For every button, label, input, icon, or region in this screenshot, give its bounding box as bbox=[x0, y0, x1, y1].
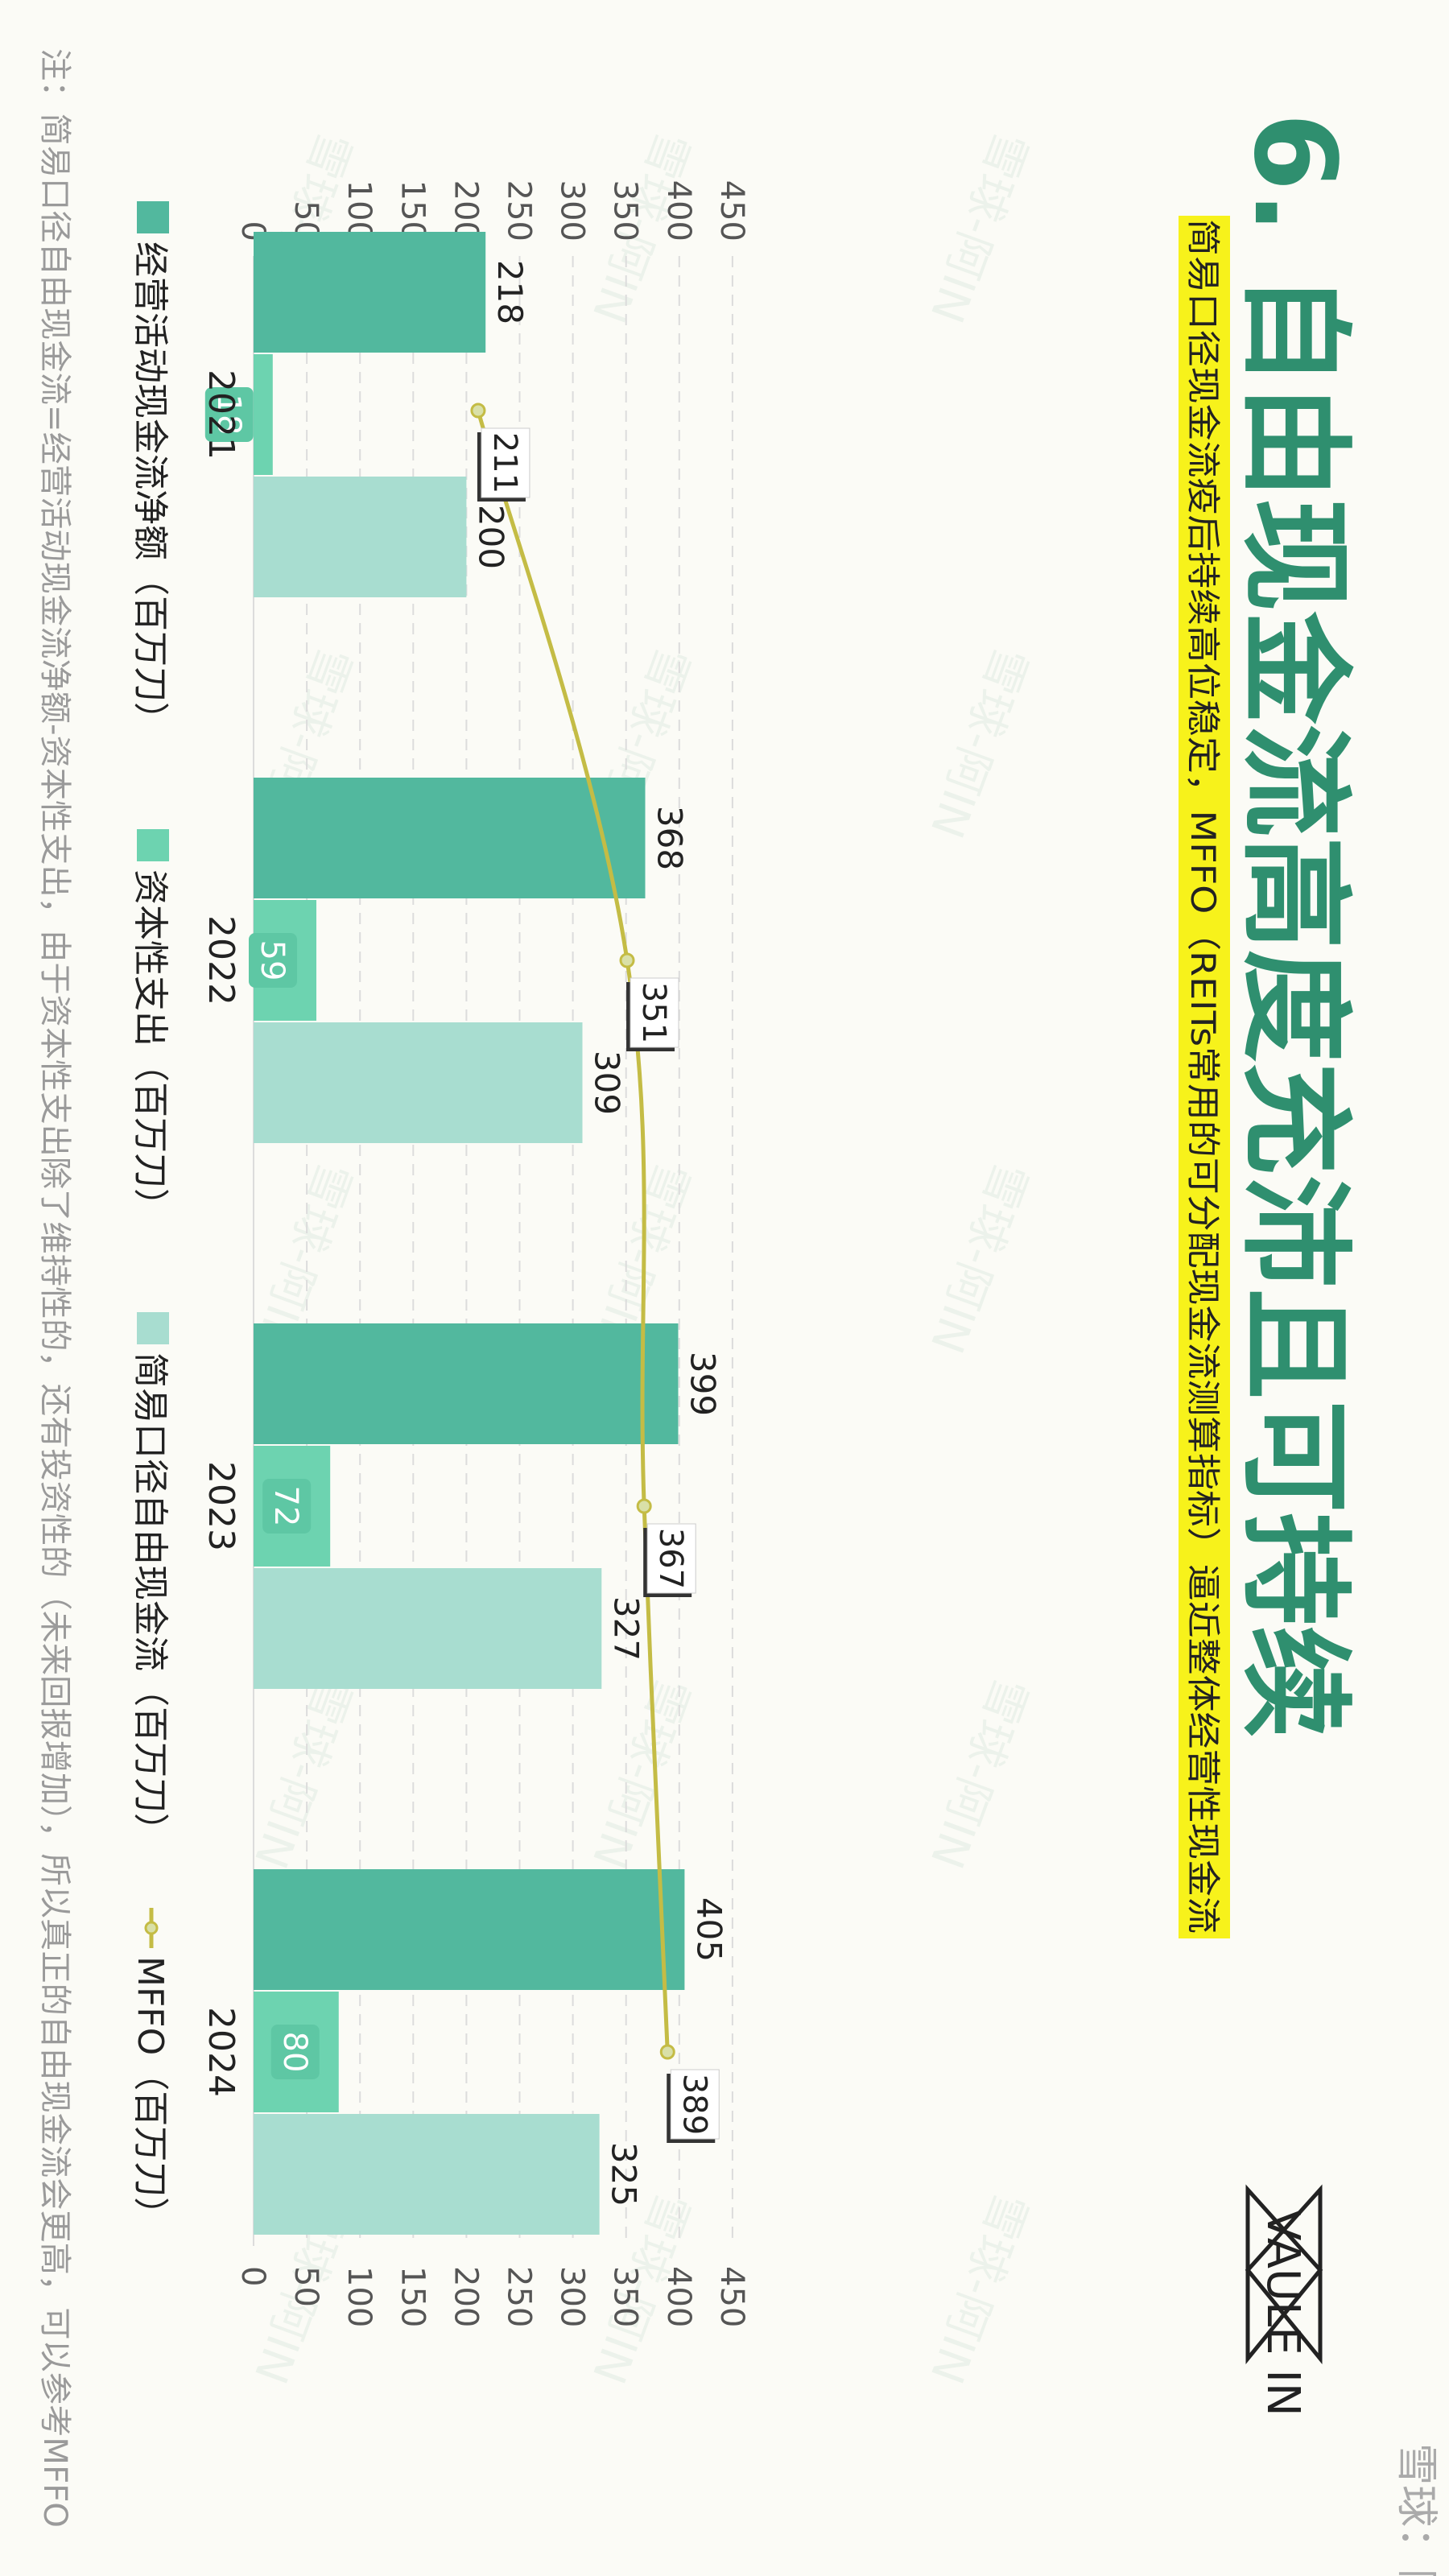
free-cashflow-bar bbox=[253, 1568, 602, 1689]
free-cashflow-bar bbox=[254, 2114, 600, 2235]
legend-label: 经营活动现金流净额（百万刀） bbox=[130, 242, 171, 737]
capex-data-label: 80 bbox=[276, 2032, 313, 2073]
mffo-label-box bbox=[646, 1523, 696, 1594]
capex-bar bbox=[254, 354, 273, 475]
y-tick-label-right: 400 bbox=[660, 2266, 697, 2327]
mffo-line-series: 211 351 367 389 bbox=[470, 402, 720, 2143]
subtitle: 简易口径现金流疫后持续高位稳定，MFFO（REITs常用的可分配现金流测算指标）… bbox=[1183, 219, 1223, 1934]
y-tick-label-right: 300 bbox=[554, 2266, 591, 2327]
y-tick-label-right: 200 bbox=[447, 2266, 484, 2327]
capex-data-label-bg bbox=[262, 1479, 312, 1534]
watermark-text: 雪球：阿IN bbox=[1392, 2443, 1440, 2576]
mffo-label-box bbox=[670, 2069, 720, 2140]
y-tick-label-right: 50 bbox=[287, 2266, 324, 2307]
mffo-line bbox=[476, 410, 670, 2053]
subtitle-highlight bbox=[1179, 216, 1230, 1938]
page-title: 6. 自由现金流高度充沛且可持续 bbox=[1228, 113, 1360, 1738]
legend: 经营活动现金流净额（百万刀） 资本性支出（百万刀） 简易口径自由现金流（百万刀） MF… bbox=[130, 201, 171, 2232]
y-tick-label-left: 200 bbox=[447, 180, 484, 242]
operating-data-label: 405 bbox=[689, 1897, 729, 1962]
fcf-data-label: 327 bbox=[606, 1596, 646, 1661]
capex-data-label: 18 bbox=[210, 394, 247, 436]
mffo-label-box bbox=[630, 977, 679, 1048]
x-axis-labels: 2021 2022 2023 2024 bbox=[200, 369, 242, 2097]
fcf-data-label: 309 bbox=[587, 1051, 626, 1115]
mffo-label-box bbox=[481, 427, 530, 498]
y-tick-label-left: 100 bbox=[341, 180, 378, 242]
y-tick-label-left: 300 bbox=[554, 180, 591, 242]
x-tick-label: 2022 bbox=[200, 915, 242, 1005]
capex-data-label-bg bbox=[204, 387, 254, 442]
legend-label: MFFO（百万刀） bbox=[130, 1956, 171, 2232]
capex-data-label: 72 bbox=[267, 1486, 304, 1527]
free-cashflow-bar bbox=[254, 477, 467, 597]
x-tick-label: 2021 bbox=[200, 369, 242, 460]
y-tick-label-left: 400 bbox=[660, 180, 697, 242]
y-tick-label-right: 0 bbox=[234, 2266, 271, 2286]
x-tick-label: 2023 bbox=[200, 1461, 242, 1551]
y-tick-label-right: 150 bbox=[394, 2266, 431, 2327]
mffo-point bbox=[636, 1498, 652, 1514]
mffo-point bbox=[619, 952, 635, 968]
operating-data-label: 399 bbox=[683, 1352, 722, 1416]
x-tick-label: 2024 bbox=[200, 2007, 242, 2097]
y-tick-label-right: 350 bbox=[607, 2266, 644, 2327]
y-tick-label-right: 450 bbox=[713, 2266, 750, 2327]
legend-line-marker bbox=[144, 1921, 159, 1935]
operating-data-label: 218 bbox=[490, 260, 530, 324]
mffo-data-label: 351 bbox=[635, 982, 672, 1043]
operating-cashflow-bar bbox=[254, 1323, 679, 1444]
logo-mark-icon bbox=[1245, 2184, 1323, 2365]
fcf-data-label: 200 bbox=[471, 505, 510, 569]
operating-cashflow-bar bbox=[254, 1869, 685, 1990]
logo: VAULE IN bbox=[1245, 2184, 1323, 2417]
legend-swatch bbox=[137, 829, 169, 861]
footnote: 注：简易口径自由现金流=经营活动现金流净额-资本性支出，由于资本性支出除了维持性… bbox=[36, 48, 73, 2528]
bar-series: 218 18 200 368 59 309 399 72 327 405 80 325 bbox=[204, 232, 729, 2235]
mffo-data-label: 367 bbox=[652, 1528, 689, 1589]
operating-data-label: 368 bbox=[650, 806, 689, 870]
y-tick-label-left: 150 bbox=[394, 180, 431, 242]
legend-label: 简易口径自由现金流（百万刀） bbox=[130, 1352, 171, 1848]
fcf-data-label: 325 bbox=[605, 2142, 644, 2207]
y-tick-label-left: 450 bbox=[713, 180, 750, 242]
mffo-data-label: 389 bbox=[675, 2074, 712, 2135]
capex-data-label-bg bbox=[270, 2025, 320, 2079]
y-axis-left: 0 50 100 150 200 250 300 350 400 450 bbox=[234, 180, 750, 242]
logo-text: VAULE IN bbox=[1257, 2210, 1309, 2417]
capex-data-label: 59 bbox=[254, 940, 291, 981]
watermark: 雪球：阿IN bbox=[1392, 2443, 1440, 2576]
y-axis-right: 0 50 100 150 200 250 300 350 400 450 bbox=[234, 2266, 750, 2327]
y-tick-label-left: 350 bbox=[607, 180, 644, 242]
legend-swatch bbox=[137, 201, 169, 233]
mffo-point bbox=[659, 2044, 675, 2060]
mffo-data-label: 211 bbox=[486, 432, 523, 493]
y-tick-label-left: 250 bbox=[501, 180, 538, 242]
legend-swatch bbox=[137, 1312, 169, 1344]
legend-label: 资本性支出（百万刀） bbox=[130, 869, 171, 1224]
operating-cashflow-bar bbox=[253, 778, 646, 898]
capex-data-label-bg bbox=[248, 933, 297, 988]
y-tick-label-right: 100 bbox=[341, 2266, 378, 2327]
y-tick-label-right: 250 bbox=[501, 2266, 538, 2327]
operating-cashflow-bar bbox=[254, 232, 486, 353]
free-cashflow-bar bbox=[254, 1022, 583, 1143]
mffo-point bbox=[470, 402, 486, 419]
